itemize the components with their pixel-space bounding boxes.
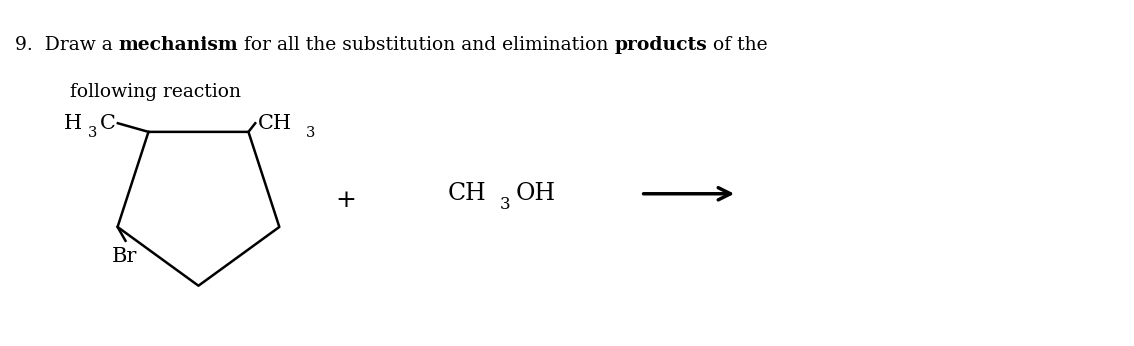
Text: C: C <box>100 114 116 133</box>
Text: 9.  Draw a: 9. Draw a <box>15 36 118 54</box>
Text: for all the substitution and elimination: for all the substitution and elimination <box>238 36 615 54</box>
Text: 3: 3 <box>500 195 510 213</box>
Text: OH: OH <box>516 182 556 205</box>
Text: products: products <box>615 36 708 54</box>
Text: H: H <box>64 114 82 133</box>
Text: following reaction: following reaction <box>70 83 242 101</box>
Text: Br: Br <box>112 247 137 266</box>
Text: CH: CH <box>448 182 486 205</box>
Text: mechanism: mechanism <box>118 36 238 54</box>
Text: CH: CH <box>257 114 291 133</box>
Text: 3: 3 <box>306 126 315 140</box>
Text: 3: 3 <box>88 126 98 140</box>
Text: +: + <box>336 189 356 212</box>
Text: of the: of the <box>708 36 768 54</box>
